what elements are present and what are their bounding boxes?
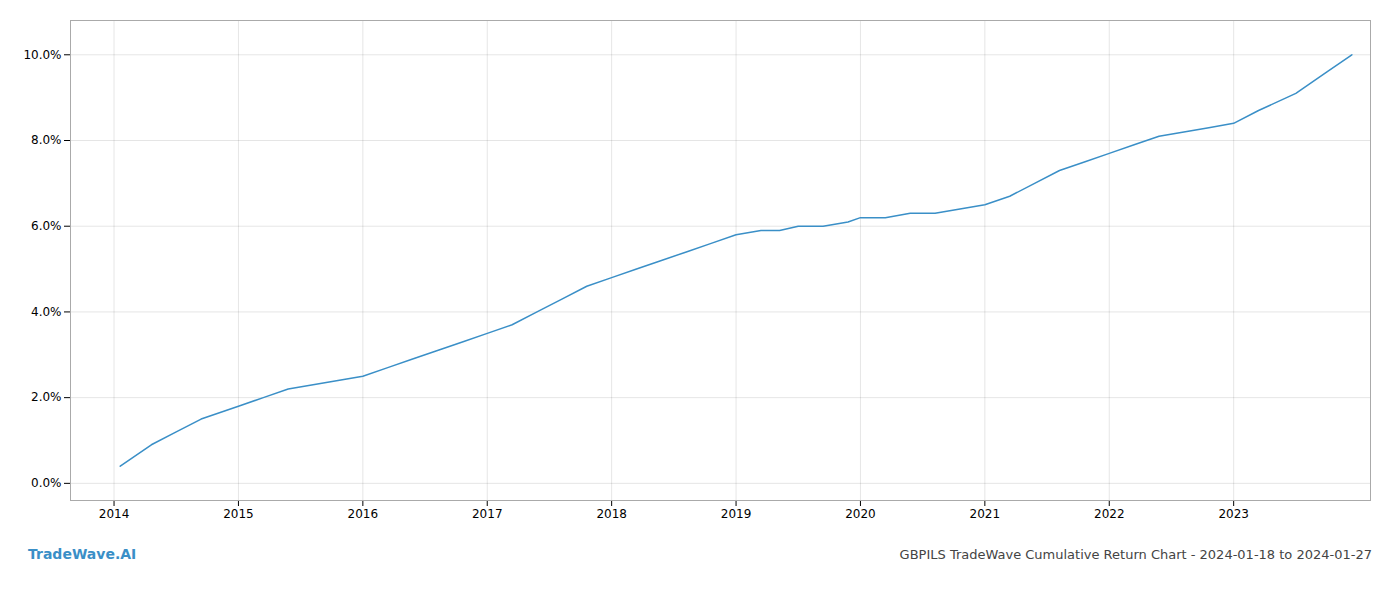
svg-text:8.0%: 8.0% — [31, 133, 62, 147]
svg-text:2022: 2022 — [1094, 507, 1125, 521]
svg-text:2.0%: 2.0% — [31, 390, 62, 404]
svg-text:2020: 2020 — [845, 507, 876, 521]
html-text:TradeWave.AI: TradeWave.AI — [28, 546, 137, 562]
html-text:GBPILS TradeWave Cumulative Re: GBPILS TradeWave Cumulative Return Chart… — [899, 547, 1372, 562]
svg-text:2015: 2015 — [223, 507, 254, 521]
svg-text:2019: 2019 — [721, 507, 752, 521]
svg-text:2016: 2016 — [348, 507, 379, 521]
svg-text:4.0%: 4.0% — [31, 305, 62, 319]
svg-text:6.0%: 6.0% — [31, 219, 62, 233]
svg-text:2021: 2021 — [970, 507, 1001, 521]
svg-text:2017: 2017 — [472, 507, 503, 521]
svg-text:10.0%: 10.0% — [23, 48, 61, 62]
svg-text:2014: 2014 — [99, 507, 130, 521]
svg-text:2023: 2023 — [1218, 507, 1249, 521]
svg-text:0.0%: 0.0% — [31, 476, 62, 490]
svg-text:2018: 2018 — [596, 507, 627, 521]
